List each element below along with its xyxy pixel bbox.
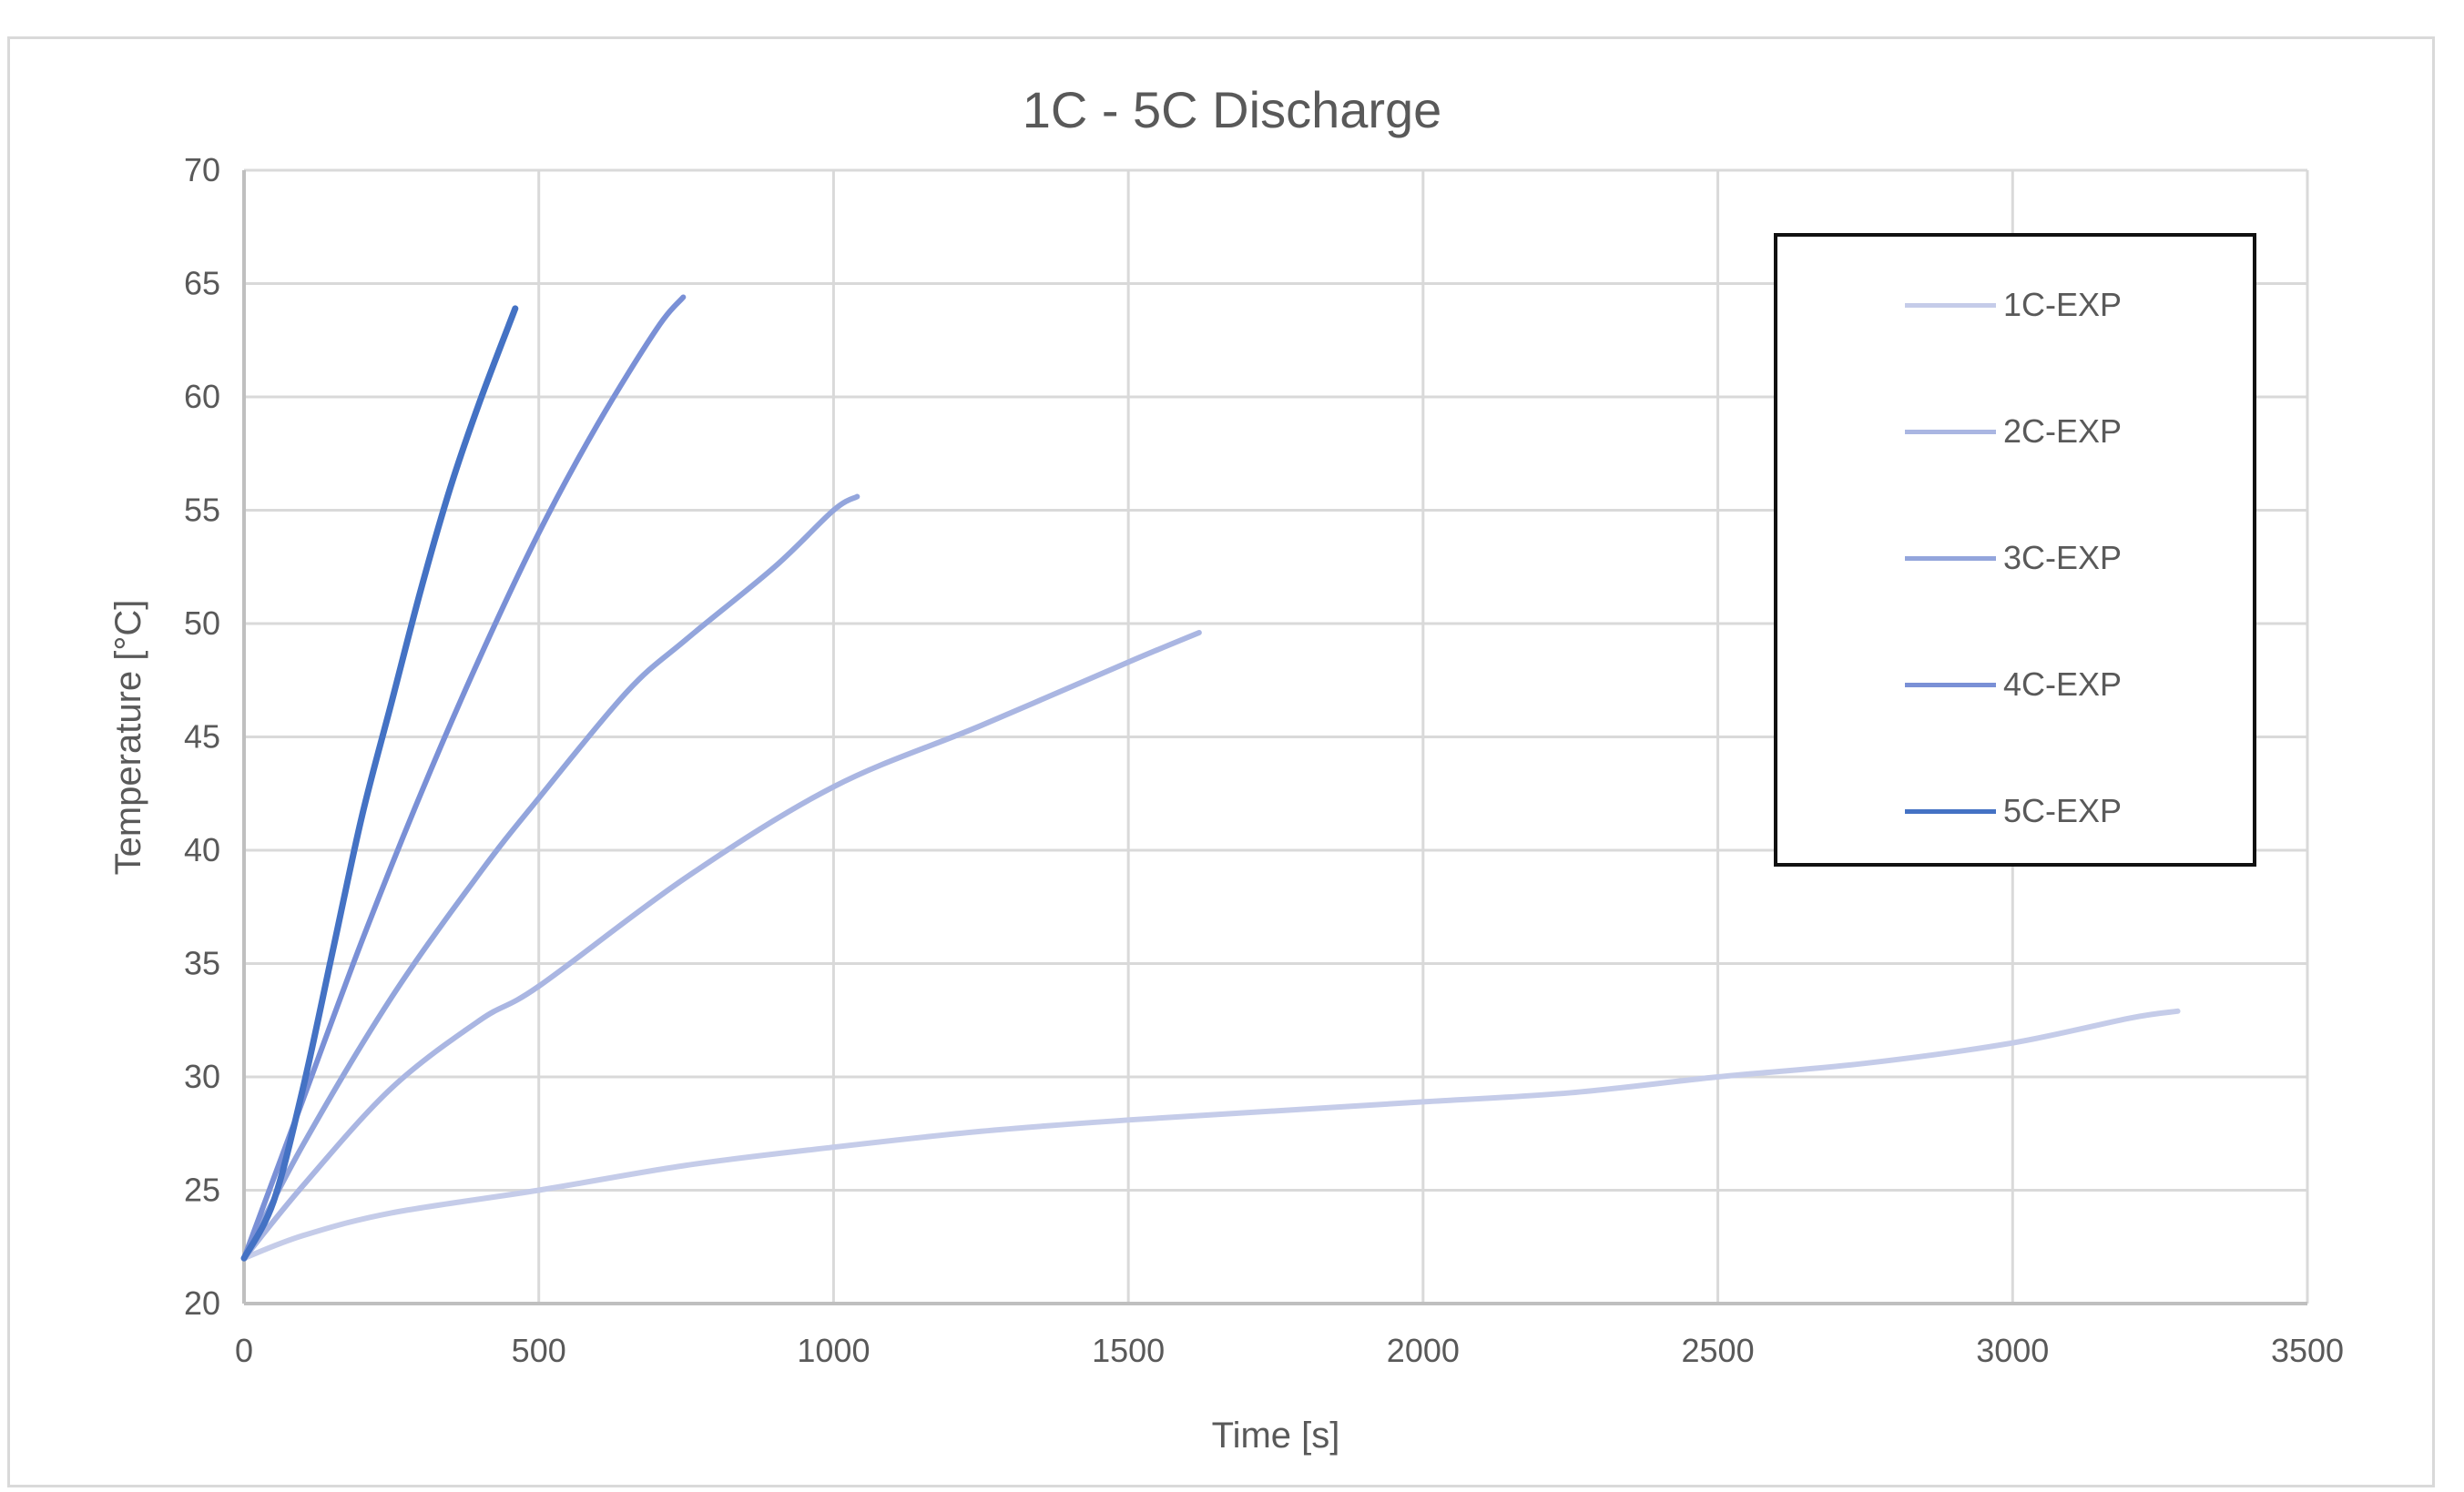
y-tick-label: 50 [184,604,220,642]
x-tick-label: 500 [512,1332,566,1369]
legend-line-icon [1905,555,1996,561]
y-tick-label: 40 [184,831,220,868]
y-axis-title: Temperature [°C] [108,600,148,876]
legend-item: 2C-EXP [1905,409,2122,454]
y-tick-label: 45 [184,718,220,756]
legend-label: 2C-EXP [2003,412,2123,450]
x-tick-label: 2500 [1682,1332,1755,1369]
x-axis-title: Time [s] [1212,1416,1340,1456]
legend-item: 4C-EXP [1905,662,2122,707]
legend-item: 5C-EXP [1905,788,2122,834]
legend-line-icon [1905,808,1996,814]
legend-label: 1C-EXP [2003,286,2123,323]
y-tick-label: 65 [184,265,220,302]
legend-line-icon [1905,682,1996,687]
data-lines [240,294,2181,1262]
y-tick-label: 70 [184,151,220,188]
series-line-3c-exp [241,493,860,1262]
y-tick-label: 55 [184,492,220,529]
x-tick-label: 1500 [1092,1332,1165,1369]
legend-item: 3C-EXP [1905,535,2122,581]
x-tick-label: 2000 [1387,1332,1460,1369]
legend-label: 3C-EXP [2003,539,2123,576]
y-tick-label: 60 [184,378,220,415]
tick-labels: 20 25 30 35 40 45 50 55 60 65 70 0 500 1000 1500 2000 25… [184,151,2344,1369]
y-tick-label: 25 [184,1172,220,1209]
legend-label: 4C-EXP [2003,665,2123,703]
axes [242,170,2307,1305]
y-tick-label: 30 [184,1058,220,1095]
series-line-5c-exp [240,305,519,1262]
series-line-1c-exp [241,1008,2181,1262]
series-line-2c-exp [241,629,1202,1262]
chart-title: 1C - 5C Discharge [1022,81,1442,138]
legend: 1C-EXP 2C-EXP 3C-EXP 4C-EXP 5C-EXP [1774,233,2256,867]
legend-label: 5C-EXP [2003,792,2123,829]
y-tick-label: 35 [184,945,220,982]
x-tick-label: 1000 [797,1332,870,1369]
x-tick-label: 0 [235,1332,253,1369]
legend-line-icon [1905,302,1996,308]
legend-item: 1C-EXP [1905,282,2122,328]
x-tick-label: 3500 [2271,1332,2344,1369]
legend-line-icon [1905,429,1996,434]
x-tick-label: 3000 [1976,1332,2049,1369]
y-tick-label: 20 [184,1284,220,1322]
